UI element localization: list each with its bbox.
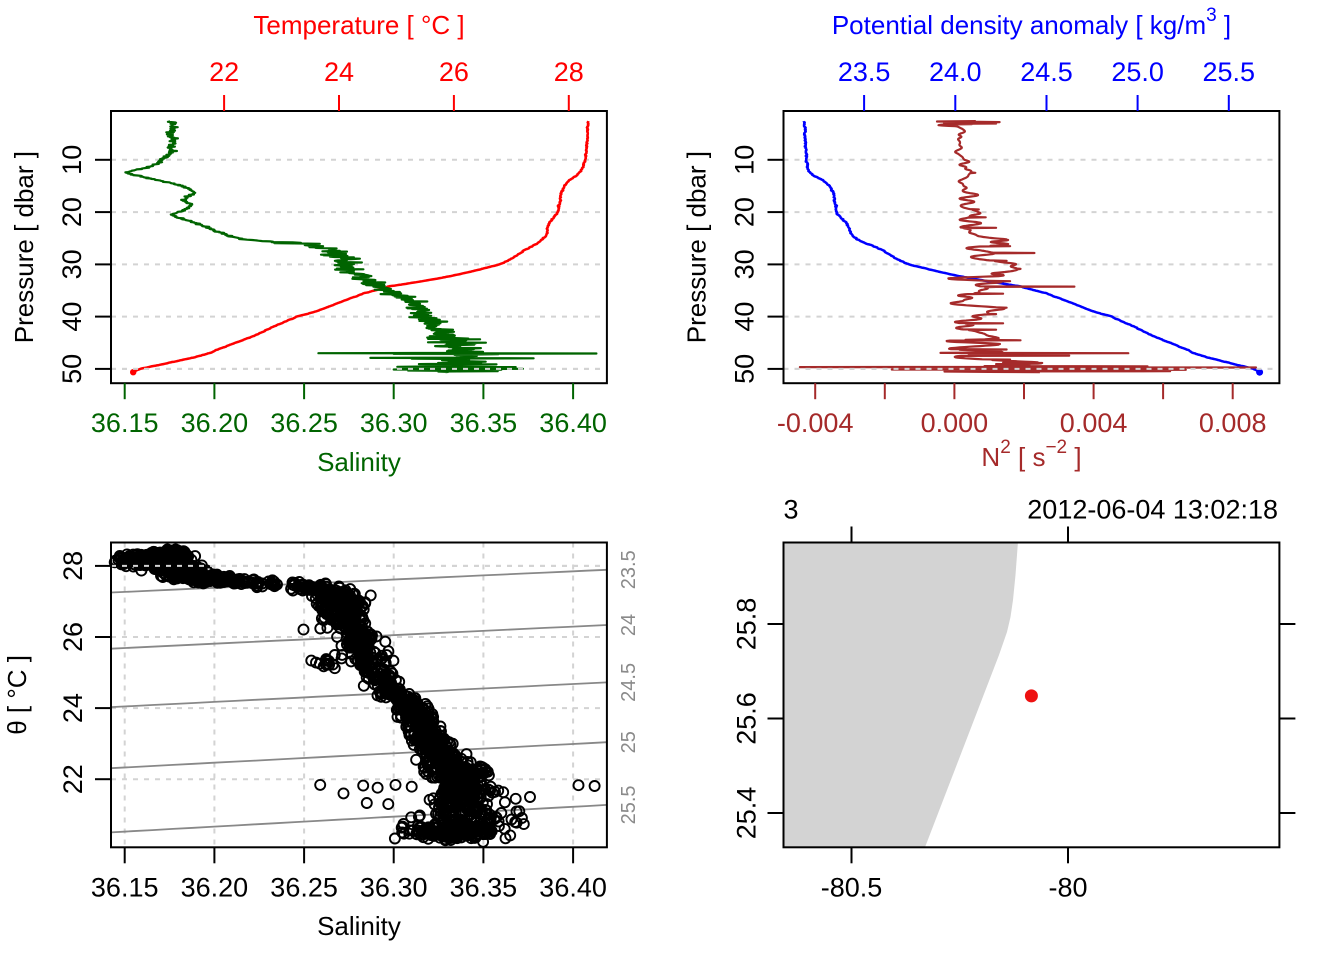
svg-text:25.0: 25.0: [1111, 57, 1164, 87]
svg-text:25.6: 25.6: [732, 692, 762, 745]
svg-text:36.35: 36.35: [450, 408, 518, 438]
svg-text:36.40: 36.40: [539, 408, 607, 438]
svg-text:24.5: 24.5: [1020, 57, 1073, 87]
svg-text:24: 24: [58, 693, 88, 723]
svg-text:10: 10: [57, 145, 87, 175]
svg-text:-80.5: -80.5: [821, 872, 883, 902]
svg-text:36.30: 36.30: [360, 872, 428, 902]
svg-text:25: 25: [618, 731, 640, 753]
svg-text:23.5: 23.5: [618, 550, 640, 589]
svg-text:20: 20: [730, 197, 760, 227]
svg-text:24.5: 24.5: [618, 663, 640, 702]
svg-text:24.0: 24.0: [929, 57, 982, 87]
svg-text:Temperature [ °C ]: Temperature [ °C ]: [253, 10, 464, 40]
svg-text:26: 26: [439, 57, 469, 87]
svg-text:Salinity: Salinity: [317, 911, 401, 941]
svg-text:-80: -80: [1048, 872, 1087, 902]
svg-text:20: 20: [57, 197, 87, 227]
svg-text:0.008: 0.008: [1199, 408, 1267, 438]
svg-text:36.25: 36.25: [270, 872, 338, 902]
svg-text:50: 50: [730, 354, 760, 384]
svg-text:36.20: 36.20: [181, 408, 249, 438]
svg-text:-0.004: -0.004: [777, 408, 854, 438]
svg-text:36.35: 36.35: [450, 872, 518, 902]
svg-text:36.30: 36.30: [360, 408, 428, 438]
svg-text:40: 40: [730, 302, 760, 332]
svg-text:0.000: 0.000: [921, 408, 989, 438]
svg-text:θ [ °C ]: θ [ °C ]: [2, 655, 32, 735]
svg-text:36.20: 36.20: [181, 872, 249, 902]
svg-text:3: 3: [784, 495, 799, 525]
svg-text:25.5: 25.5: [1203, 57, 1256, 87]
svg-text:25.8: 25.8: [732, 598, 762, 651]
svg-text:30: 30: [57, 249, 87, 279]
svg-text:36.25: 36.25: [270, 408, 338, 438]
svg-text:0.004: 0.004: [1060, 408, 1128, 438]
svg-text:22: 22: [209, 57, 239, 87]
svg-text:22: 22: [58, 764, 88, 794]
svg-text:2012-06-04 13:02:18: 2012-06-04 13:02:18: [1027, 495, 1278, 525]
svg-text:36.40: 36.40: [539, 872, 607, 902]
svg-text:26: 26: [58, 622, 88, 652]
svg-text:50: 50: [57, 354, 87, 384]
svg-text:N2 [ s−2 ]: N2 [ s−2 ]: [981, 437, 1081, 472]
svg-text:25.4: 25.4: [732, 787, 762, 840]
svg-text:24: 24: [618, 614, 640, 636]
svg-text:Pressure [ dbar ]: Pressure [ dbar ]: [682, 151, 712, 343]
svg-text:28: 28: [58, 551, 88, 581]
svg-text:Pressure [ dbar ]: Pressure [ dbar ]: [9, 151, 39, 343]
svg-text:10: 10: [730, 145, 760, 175]
svg-text:36.15: 36.15: [91, 872, 159, 902]
svg-text:25.5: 25.5: [618, 785, 640, 824]
svg-text:23.5: 23.5: [838, 57, 891, 87]
svg-text:Salinity: Salinity: [317, 447, 401, 477]
svg-text:Potential density anomaly [ kg: Potential density anomaly [ kg/m3 ]: [832, 5, 1231, 40]
svg-text:36.15: 36.15: [91, 408, 159, 438]
svg-text:24: 24: [324, 57, 354, 87]
svg-text:28: 28: [554, 57, 584, 87]
svg-text:40: 40: [57, 302, 87, 332]
svg-text:30: 30: [730, 249, 760, 279]
